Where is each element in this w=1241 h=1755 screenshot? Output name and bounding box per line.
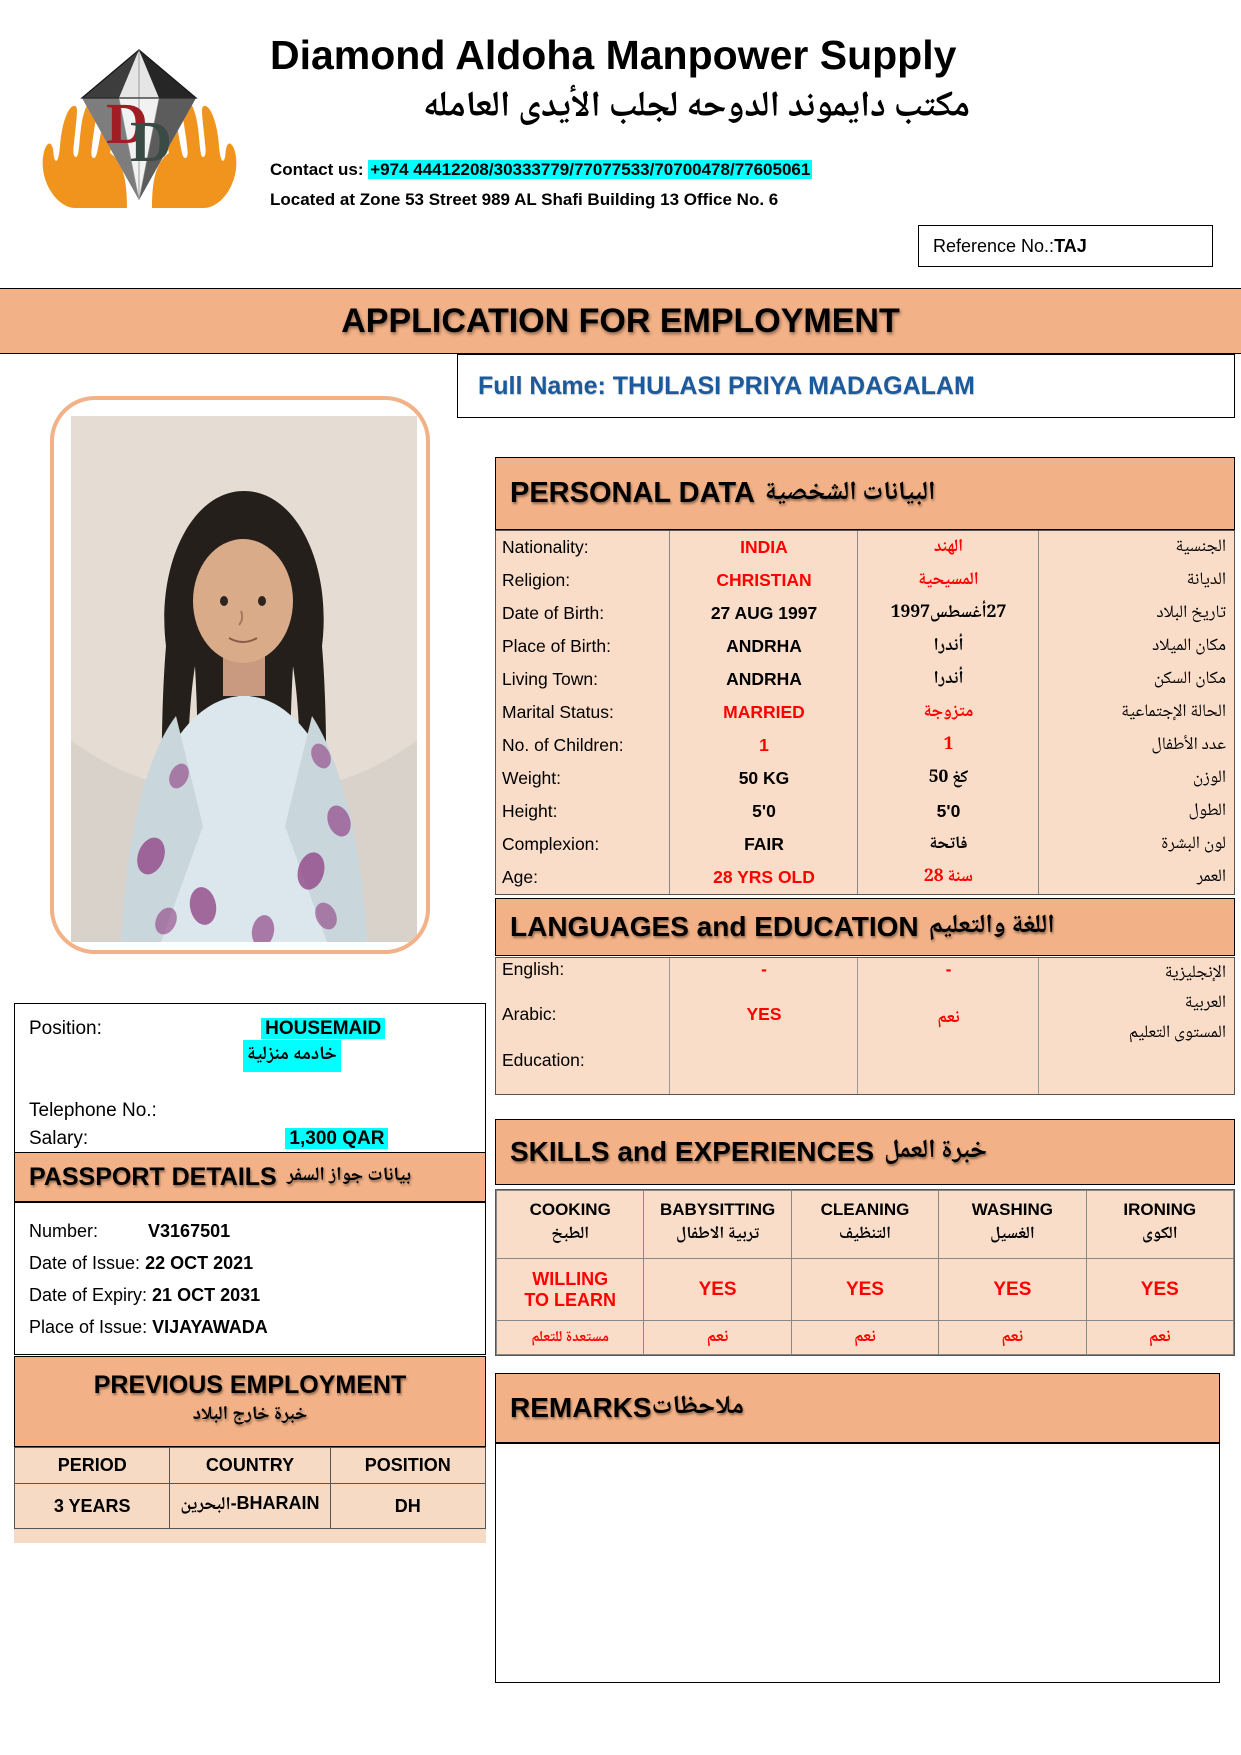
svg-text:D: D bbox=[130, 109, 172, 174]
